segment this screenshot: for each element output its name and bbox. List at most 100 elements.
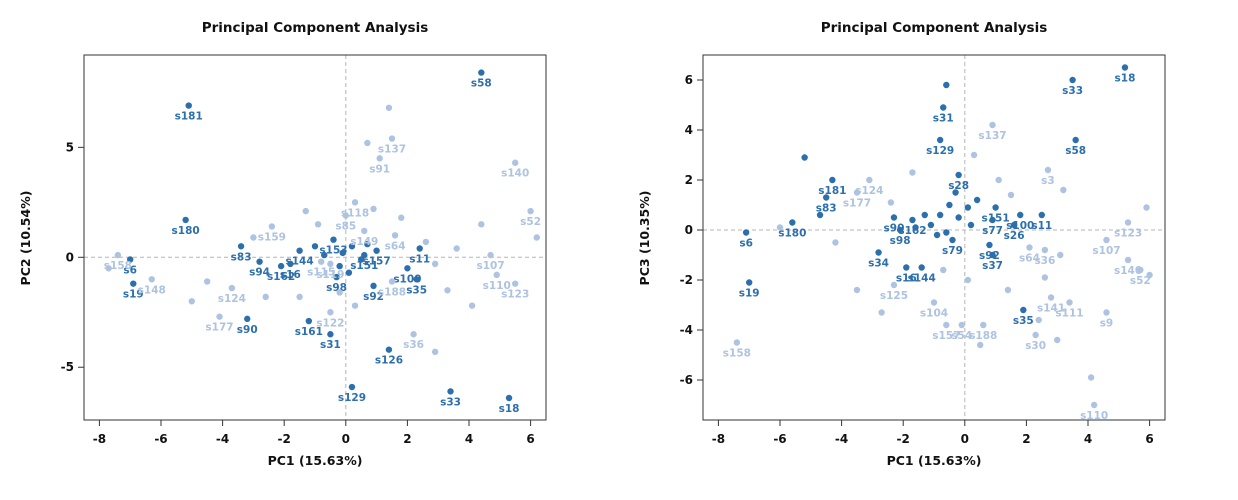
data-point [989,216,996,224]
point-label: s98 [890,235,911,247]
x-tick-label: 0 [342,432,350,446]
point-label: s119 [316,269,344,281]
data-point [348,243,356,250]
pca-plot-pc1-pc3: Principal Component Analysis PC1 (15.63%… [637,20,1166,468]
data-point [989,251,996,259]
point-label: s151 [350,260,378,272]
data-point [512,159,519,166]
data-point [946,201,953,209]
data-point [348,383,356,391]
data-point [262,293,269,301]
x-tick-label: 6 [526,432,534,446]
data-point [1057,251,1064,259]
data-point [903,264,910,271]
data-point [986,241,993,249]
data-point [1054,336,1061,344]
data-point [351,302,359,309]
point-label: s157 [363,256,391,268]
point-label: s129 [338,392,366,404]
data-point [478,221,485,228]
data-point [832,239,839,246]
data-point [992,204,999,211]
x-tick-label: 4 [465,432,473,446]
data-point [410,331,417,338]
data-point [204,278,211,285]
data-point [964,204,972,211]
data-point [330,236,337,243]
point-label: s161 [295,326,323,338]
point-label: s100 [393,273,421,285]
point-label: s90 [237,324,258,336]
data-point [823,194,830,201]
data-point [268,223,276,230]
point-label: s123 [1114,228,1142,240]
data-point [533,234,540,241]
point-label: s18 [499,403,520,415]
data-point [918,264,925,271]
data-point [1069,76,1076,84]
data-point [478,69,485,76]
data-point [896,226,904,234]
data-point [228,284,236,292]
point-label: s140 [1114,265,1142,277]
data-point [447,388,454,395]
data-point [1087,374,1095,381]
point-label: s122 [316,317,344,329]
data-point [912,224,919,231]
data-point [890,281,898,289]
point-label: s137 [978,130,1006,142]
pca-chart-pc1-pc3: Principal Component Analysis PC1 (15.63%… [619,0,1238,500]
data-point [989,121,996,129]
data-point [1124,256,1132,264]
point-label: s149 [350,236,378,248]
data-point [364,139,371,147]
data-point [237,243,245,250]
plot-area: -8 -6 -4 -2 0 2 4 6 -5 0 5 s58 s181 s180 s83 s94 s6 s19 s9… [61,54,547,446]
data-point [733,339,741,346]
point-label: s6 [123,264,137,276]
data-point [527,207,534,215]
pca-plot-pc1-pc2: Principal Component Analysis PC1 (15.63%… [18,20,547,468]
data-point [853,189,861,196]
point-label: s91 [369,163,390,175]
x-tick-label: -4 [216,432,229,446]
data-point [277,262,285,270]
point-label: s19 [123,289,144,301]
data-point [1146,271,1153,279]
x-axis-label: PC1 (15.63%) [887,453,982,468]
point-label: s31 [320,339,341,351]
data-point [801,154,808,161]
plot-area: -8 -6 -4 -2 0 2 4 6 -6 -4 -2 0 2 4 6 s18 s33 s31 s129 s58 s1… [680,54,1166,446]
point-label: s104 [920,308,948,320]
data-point [1007,191,1015,199]
point-label: s19 [739,288,760,300]
data-point [980,321,987,329]
data-point [1047,294,1055,301]
pca-chart-pc1-pc2: Principal Component Analysis PC1 (15.63%… [18,20,547,468]
data-point [296,247,303,254]
point-label: s31 [933,113,954,125]
data-point [955,171,962,179]
point-label: s36 [403,339,424,351]
data-point [936,136,944,144]
data-point [829,176,836,184]
data-point [887,199,895,206]
data-point [385,346,393,353]
data-point [936,211,944,219]
data-point [1103,236,1110,244]
data-point [185,102,192,109]
data-point [296,293,303,301]
point-label: s144 [908,273,936,285]
data-point [105,265,112,272]
point-label: s16 [896,273,917,285]
data-point [444,287,451,294]
data-point [1121,64,1129,71]
x-tick-label: -8 [712,432,725,446]
point-label: s11 [409,253,430,265]
point-label: s35 [406,284,427,296]
data-point [505,394,513,402]
point-label: s37 [982,260,1003,272]
data-point [943,321,950,329]
point-label: s30 [1025,340,1046,352]
